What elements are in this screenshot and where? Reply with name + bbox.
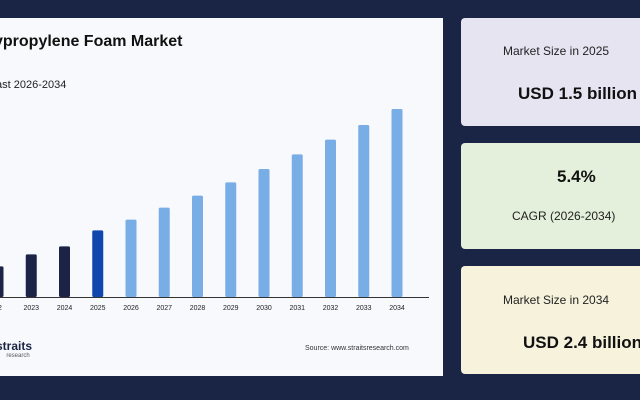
logo-name: straits	[0, 340, 40, 353]
x-tick-labels: 22 2023 2024 2025 2026 2027 2028 2029 2030 2031 20…	[0, 305, 405, 312]
x-tick-2029: 2029	[223, 305, 239, 312]
x-tick-2031: 2031	[289, 305, 305, 312]
bar-2031	[292, 154, 303, 297]
card-value: USD 1.5 billion	[518, 84, 637, 104]
bars-group	[0, 109, 403, 297]
bar-2025	[92, 230, 103, 297]
bar-2024	[59, 246, 70, 297]
source-note: Source: www.straitsresearch.com	[305, 345, 409, 352]
x-tick-2028: 2028	[190, 305, 206, 312]
x-tick-2030: 2030	[256, 305, 272, 312]
bar-2023	[26, 254, 37, 297]
card-value: 5.4%	[557, 167, 596, 187]
card-label: Market Size in 2025	[503, 44, 609, 58]
bar-2029	[225, 182, 236, 297]
card-market-size-2025: Market Size in 2025 USD 1.5 billion	[461, 18, 640, 126]
card-label: Market Size in 2034	[503, 293, 609, 307]
bar-2032	[325, 140, 336, 297]
x-tick-2034: 2034	[389, 305, 405, 312]
x-tick-22: 22	[0, 305, 2, 312]
x-tick-2023: 2023	[23, 305, 39, 312]
x-tick-2024: 2024	[57, 305, 73, 312]
bar-2027	[159, 208, 170, 297]
card-market-size-2034: Market Size in 2034 USD 2.4 billion	[461, 266, 640, 374]
bar-2026	[126, 220, 137, 297]
bar-2033	[358, 125, 369, 297]
x-tick-2026: 2026	[123, 305, 139, 312]
straits-logo: straits research	[0, 340, 40, 360]
logo-sub: research	[0, 353, 40, 360]
chart-panel: ypropylene Foam Market ast 2026-2034 222…	[0, 18, 443, 376]
x-tick-2033: 2033	[356, 305, 372, 312]
bar-2028	[192, 196, 203, 297]
bar-22	[0, 266, 4, 297]
x-tick-2025: 2025	[90, 305, 106, 312]
x-tick-2027: 2027	[156, 305, 172, 312]
card-cagr: 5.4% CAGR (2026-2034)	[461, 143, 640, 249]
bar-2034	[392, 109, 403, 297]
card-label: CAGR (2026-2034)	[512, 209, 615, 223]
card-value: USD 2.4 billion	[523, 333, 640, 353]
x-tick-2032: 2032	[323, 305, 339, 312]
bar-2030	[259, 169, 270, 297]
bar-chart: 22 2023 2024 2025 2026 2027 2028 2029 2030 2031 20…	[0, 18, 443, 338]
